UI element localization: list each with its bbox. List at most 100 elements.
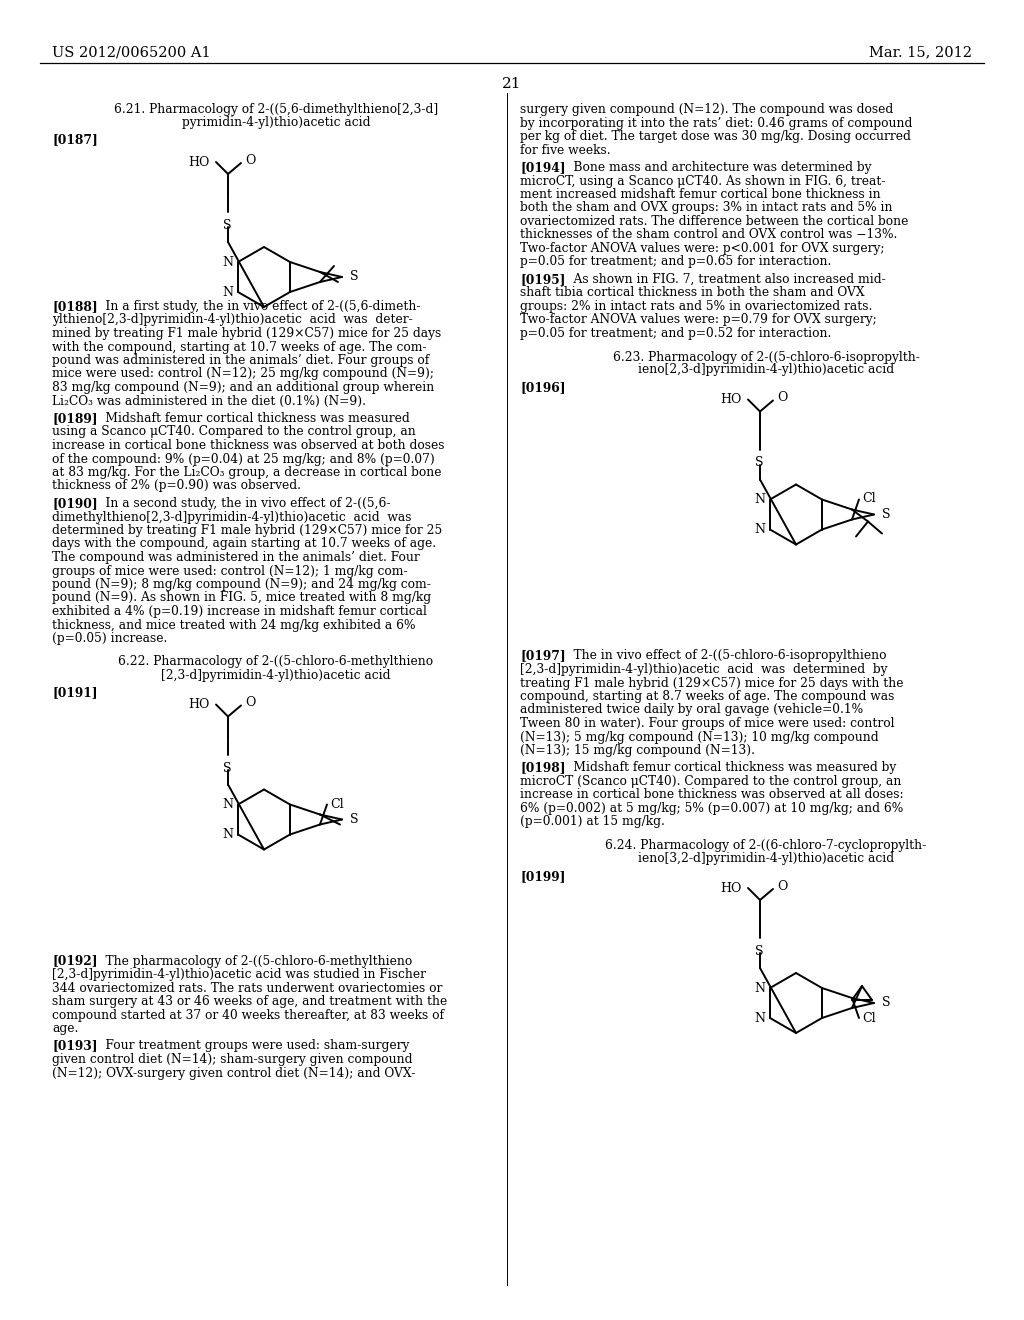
Text: Cl: Cl xyxy=(862,492,876,506)
Text: 344 ovariectomized rats. The rats underwent ovariectomies or: 344 ovariectomized rats. The rats underw… xyxy=(52,982,442,994)
Text: (N=13); 5 mg/kg compound (N=13); 10 mg/kg compound: (N=13); 5 mg/kg compound (N=13); 10 mg/k… xyxy=(520,730,879,743)
Text: 6% (p=0.002) at 5 mg/kg; 5% (p=0.007) at 10 mg/kg; and 6%: 6% (p=0.002) at 5 mg/kg; 5% (p=0.007) at… xyxy=(520,803,903,814)
Text: at 83 mg/kg. For the Li₂CO₃ group, a decrease in cortical bone: at 83 mg/kg. For the Li₂CO₃ group, a dec… xyxy=(52,466,441,479)
Text: [0192]: [0192] xyxy=(52,954,97,968)
Text: 6.24. Pharmacology of 2-((6-chloro-7-cyclopropylth-: 6.24. Pharmacology of 2-((6-chloro-7-cyc… xyxy=(605,840,927,851)
Text: (N=13); 15 mg/kg compound (N=13).: (N=13); 15 mg/kg compound (N=13). xyxy=(520,744,755,756)
Text: [0190]: [0190] xyxy=(52,498,97,510)
Text: with the compound, starting at 10.7 weeks of age. The com-: with the compound, starting at 10.7 week… xyxy=(52,341,427,354)
Text: S: S xyxy=(882,508,891,521)
Text: [0189]: [0189] xyxy=(52,412,97,425)
Text: S: S xyxy=(223,219,231,232)
Text: [2,3-d]pyrimidin-4-yl)thio)acetic  acid  was  determined  by: [2,3-d]pyrimidin-4-yl)thio)acetic acid w… xyxy=(520,663,888,676)
Text: Cl: Cl xyxy=(862,1012,876,1026)
Text: As shown in FIG. 7, treatment also increased mid-: As shown in FIG. 7, treatment also incre… xyxy=(558,273,886,286)
Text: [0195]: [0195] xyxy=(520,273,565,286)
Text: per kg of diet. The target dose was 30 mg/kg. Dosing occurred: per kg of diet. The target dose was 30 m… xyxy=(520,129,911,143)
Text: p=0.05 for treatment; and p=0.52 for interaction.: p=0.05 for treatment; and p=0.52 for int… xyxy=(520,327,831,341)
Text: (p=0.05) increase.: (p=0.05) increase. xyxy=(52,632,167,645)
Text: [0196]: [0196] xyxy=(520,381,565,395)
Text: O: O xyxy=(777,391,787,404)
Text: Two-factor ANOVA values were: p<0.001 for OVX surgery;: Two-factor ANOVA values were: p<0.001 fo… xyxy=(520,242,885,255)
Text: N: N xyxy=(222,799,233,810)
Text: surgery given compound (N=12). The compound was dosed: surgery given compound (N=12). The compo… xyxy=(520,103,893,116)
Text: HO: HO xyxy=(188,698,210,711)
Text: ment increased midshaft femur cortical bone thickness in: ment increased midshaft femur cortical b… xyxy=(520,187,881,201)
Text: N: N xyxy=(222,828,233,841)
Text: N: N xyxy=(754,982,765,994)
Text: Bone mass and architecture was determined by: Bone mass and architecture was determine… xyxy=(558,161,871,174)
Text: [0187]: [0187] xyxy=(52,133,97,147)
Text: ylthieno[2,3-d]pyrimidin-4-yl)thio)acetic  acid  was  deter-: ylthieno[2,3-d]pyrimidin-4-yl)thio)aceti… xyxy=(52,314,413,326)
Text: [0193]: [0193] xyxy=(52,1040,97,1052)
Text: Li₂CO₃ was administered in the diet (0.1%) (N=9).: Li₂CO₃ was administered in the diet (0.1… xyxy=(52,395,366,408)
Text: Four treatment groups were used: sham-surgery: Four treatment groups were used: sham-su… xyxy=(90,1040,410,1052)
Text: S: S xyxy=(350,813,358,826)
Text: N: N xyxy=(754,1011,765,1024)
Text: S: S xyxy=(223,762,231,775)
Text: increase in cortical bone thickness was observed at both doses: increase in cortical bone thickness was … xyxy=(52,440,444,451)
Text: Midshaft femur cortical thickness was measured by: Midshaft femur cortical thickness was me… xyxy=(558,762,896,775)
Text: given control diet (N=14); sham-surgery given compound: given control diet (N=14); sham-surgery … xyxy=(52,1053,413,1067)
Text: (N=12); OVX-surgery given control diet (N=14); and OVX-: (N=12); OVX-surgery given control diet (… xyxy=(52,1067,416,1080)
Text: Midshaft femur cortical thickness was measured: Midshaft femur cortical thickness was me… xyxy=(90,412,410,425)
Text: dimethylthieno[2,3-d]pyrimidin-4-yl)thio)acetic  acid  was: dimethylthieno[2,3-d]pyrimidin-4-yl)thio… xyxy=(52,511,412,524)
Text: 21: 21 xyxy=(502,77,522,91)
Text: sham surgery at 43 or 46 weeks of age, and treatment with the: sham surgery at 43 or 46 weeks of age, a… xyxy=(52,995,447,1008)
Text: groups of mice were used: control (N=12); 1 mg/kg com-: groups of mice were used: control (N=12)… xyxy=(52,565,408,578)
Text: Tween 80 in water). Four groups of mice were used: control: Tween 80 in water). Four groups of mice … xyxy=(520,717,895,730)
Text: US 2012/0065200 A1: US 2012/0065200 A1 xyxy=(52,45,211,59)
Text: 6.22. Pharmacology of 2-((5-chloro-6-methylthieno: 6.22. Pharmacology of 2-((5-chloro-6-met… xyxy=(119,656,433,668)
Text: [0191]: [0191] xyxy=(52,686,97,700)
Text: [0197]: [0197] xyxy=(520,649,565,663)
Text: S: S xyxy=(755,457,763,470)
Text: thickness, and mice treated with 24 mg/kg exhibited a 6%: thickness, and mice treated with 24 mg/k… xyxy=(52,619,416,631)
Text: Mar. 15, 2012: Mar. 15, 2012 xyxy=(869,45,972,59)
Text: increase in cortical bone thickness was observed at all doses:: increase in cortical bone thickness was … xyxy=(520,788,903,801)
Text: for five weeks.: for five weeks. xyxy=(520,144,610,157)
Text: thicknesses of the sham control and OVX control was −13%.: thicknesses of the sham control and OVX … xyxy=(520,228,897,242)
Text: [0194]: [0194] xyxy=(520,161,565,174)
Text: mined by treating F1 male hybrid (129×C57) mice for 25 days: mined by treating F1 male hybrid (129×C5… xyxy=(52,327,441,341)
Text: days with the compound, again starting at 10.7 weeks of age.: days with the compound, again starting a… xyxy=(52,537,436,550)
Text: determined by treating F1 male hybrid (129×C57) mice for 25: determined by treating F1 male hybrid (1… xyxy=(52,524,442,537)
Text: 83 mg/kg compound (N=9); and an additional group wherein: 83 mg/kg compound (N=9); and an addition… xyxy=(52,381,434,393)
Text: treating F1 male hybrid (129×C57) mice for 25 days with the: treating F1 male hybrid (129×C57) mice f… xyxy=(520,676,903,689)
Text: The pharmacology of 2-((5-chloro-6-methylthieno: The pharmacology of 2-((5-chloro-6-methy… xyxy=(90,954,413,968)
Text: Cl: Cl xyxy=(330,797,344,810)
Text: shaft tibia cortical thickness in both the sham and OVX: shaft tibia cortical thickness in both t… xyxy=(520,286,864,300)
Text: O: O xyxy=(245,153,255,166)
Text: p=0.05 for treatment; and p=0.65 for interaction.: p=0.05 for treatment; and p=0.65 for int… xyxy=(520,256,831,268)
Text: 6.23. Pharmacology of 2-((5-chloro-6-isopropylth-: 6.23. Pharmacology of 2-((5-chloro-6-iso… xyxy=(612,351,920,363)
Text: The in vivo effect of 2-((5-chloro-6-isopropylthieno: The in vivo effect of 2-((5-chloro-6-iso… xyxy=(558,649,887,663)
Text: N: N xyxy=(222,256,233,268)
Text: pound (N=9); 8 mg/kg compound (N=9); and 24 mg/kg com-: pound (N=9); 8 mg/kg compound (N=9); and… xyxy=(52,578,431,591)
Text: [0199]: [0199] xyxy=(520,870,565,883)
Text: HO: HO xyxy=(721,882,742,895)
Text: compound started at 37 or 40 weeks thereafter, at 83 weeks of: compound started at 37 or 40 weeks there… xyxy=(52,1008,444,1022)
Text: using a Scanco μCT40. Compared to the control group, an: using a Scanco μCT40. Compared to the co… xyxy=(52,425,416,438)
Text: microCT, using a Scanco μCT40. As shown in FIG. 6, treat-: microCT, using a Scanco μCT40. As shown … xyxy=(520,174,886,187)
Text: O: O xyxy=(777,879,787,892)
Text: groups: 2% in intact rats and 5% in ovariectomized rats.: groups: 2% in intact rats and 5% in ovar… xyxy=(520,300,872,313)
Text: In a first study, the in vivo effect of 2-((5,6-dimeth-: In a first study, the in vivo effect of … xyxy=(90,300,421,313)
Text: of the compound: 9% (p=0.04) at 25 mg/kg; and 8% (p=0.07): of the compound: 9% (p=0.04) at 25 mg/kg… xyxy=(52,453,435,466)
Text: ieno[3,2-d]pyrimidin-4-yl)thio)acetic acid: ieno[3,2-d]pyrimidin-4-yl)thio)acetic ac… xyxy=(638,851,894,865)
Text: pyrimidin-4-yl)thio)acetic acid: pyrimidin-4-yl)thio)acetic acid xyxy=(181,116,371,129)
Text: HO: HO xyxy=(721,393,742,407)
Text: In a second study, the in vivo effect of 2-((5,6-: In a second study, the in vivo effect of… xyxy=(90,498,390,510)
Text: N: N xyxy=(222,285,233,298)
Text: HO: HO xyxy=(188,156,210,169)
Text: Two-factor ANOVA values were: p=0.79 for OVX surgery;: Two-factor ANOVA values were: p=0.79 for… xyxy=(520,314,877,326)
Text: S: S xyxy=(350,271,358,284)
Text: age.: age. xyxy=(52,1022,79,1035)
Text: administered twice daily by oral gavage (vehicle=0.1%: administered twice daily by oral gavage … xyxy=(520,704,863,717)
Text: pound was administered in the animals’ diet. Four groups of: pound was administered in the animals’ d… xyxy=(52,354,429,367)
Text: O: O xyxy=(245,696,255,709)
Text: [2,3-d]pyrimidin-4-yl)thio)acetic acid was studied in Fischer: [2,3-d]pyrimidin-4-yl)thio)acetic acid w… xyxy=(52,968,426,981)
Text: thickness of 2% (p=0.90) was observed.: thickness of 2% (p=0.90) was observed. xyxy=(52,479,301,492)
Text: 6.21. Pharmacology of 2-((5,6-dimethylthieno[2,3-d]: 6.21. Pharmacology of 2-((5,6-dimethylth… xyxy=(114,103,438,116)
Text: N: N xyxy=(754,523,765,536)
Text: pound (N=9). As shown in FIG. 5, mice treated with 8 mg/kg: pound (N=9). As shown in FIG. 5, mice tr… xyxy=(52,591,431,605)
Text: (p=0.001) at 15 mg/kg.: (p=0.001) at 15 mg/kg. xyxy=(520,816,665,829)
